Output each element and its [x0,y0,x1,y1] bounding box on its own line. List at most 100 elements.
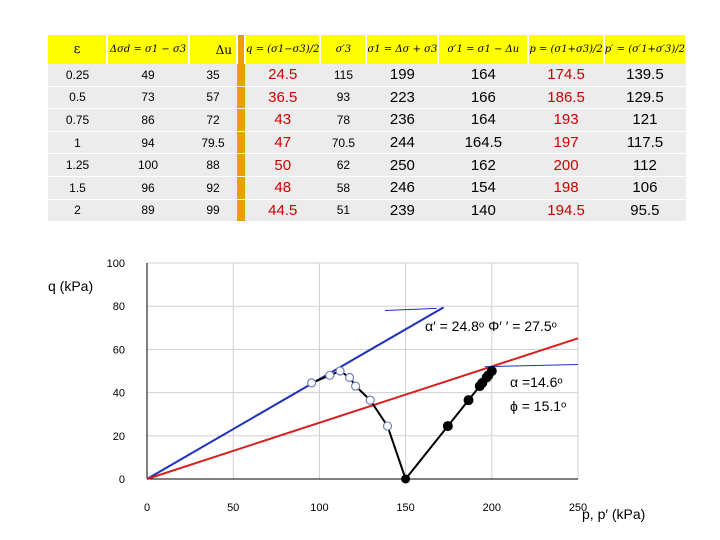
table-row: 1.5 96 92 48 58 246 154 198 106 [48,176,687,200]
effective-data-point [365,395,375,405]
header-sigma3-eff: σ′3 [320,35,368,64]
total-data-point [442,421,453,432]
separator [237,35,246,64]
table-cell: 95.5 [603,199,687,223]
table-cell: 44.5 [245,199,321,223]
separator [237,86,245,110]
table-cell: 2 [48,199,107,223]
header-p: p = (σ1+σ3)/2 [528,35,605,64]
table-cell: 140 [438,199,529,223]
table-cell: 0.25 [48,64,107,87]
table-cell: 186.5 [528,86,604,110]
header-sigma1-eff: σ′1 = σ1 − Δu [438,35,530,64]
table-header-row: ε Δσd = σ1 − σ3 Δu q = (σ1−σ3)/2 σ′3 σ1 … [48,35,688,64]
table-cell: 200 [528,153,604,177]
table-row: 0.75 86 72 43 78 236 164 193 121 [48,108,687,132]
effective-failure-envelope [146,306,445,480]
table-cell: 78 [320,108,367,132]
table-cell: 51 [320,199,367,223]
total-data-point [477,377,488,388]
effective-data-point [335,366,345,376]
y-tick-label: 60 [113,344,125,356]
table-cell: 193 [528,108,604,132]
table-cell: 244 [366,131,439,155]
table-cell: 72 [189,108,237,132]
table-cell: 250 [366,153,439,177]
table-cell: 0.75 [48,108,107,132]
x-axis-label: p, p′ (kPa) [582,506,646,522]
table-cell: 164 [438,108,529,132]
table-cell: 112 [603,153,687,177]
y-tick-label: 100 [107,258,125,270]
table-cell: 162 [438,153,529,177]
table-cell: 62 [320,153,367,177]
table-row: 2 89 99 44.5 51 239 140 194.5 95.5 [48,199,687,223]
y-tick-label: 0 [119,474,125,486]
table-row: 1.25 100 88 50 62 250 162 200 112 [48,153,687,177]
x-tick-label: 150 [396,502,414,514]
separator [237,108,245,132]
header-sigma1: σ1 = Δσ + σ3 [366,35,440,64]
start-data-point [401,474,411,484]
table-cell: 100 [107,153,189,177]
effective-data-point [351,381,361,391]
effective-data-point [307,378,317,388]
table-cell: 57 [189,86,237,110]
effective-data-point [382,421,393,431]
total-phi-annotation: ϕ = 15.1ᵒ [510,398,567,414]
table-cell: 106 [603,176,687,200]
y-tick-label: 40 [113,388,125,400]
separator [237,199,245,223]
header-deviator-stress: Δσd = σ1 − σ3 [107,35,190,64]
x-tick-label: 100 [310,502,328,514]
table-cell: 115 [320,64,367,87]
table-cell: 92 [189,176,237,200]
table-cell: 223 [366,86,439,110]
table-row: 0.25 49 35 24.5 115 199 164 174.5 139.5 [48,64,687,87]
table-cell: 166 [438,86,529,110]
table-cell: 70.5 [320,131,367,155]
table-cell: 199 [366,64,439,87]
separator [237,131,245,155]
table-cell: 164 [438,64,529,87]
table-cell: 24.5 [245,64,321,87]
table-cell: 50 [245,153,321,177]
x-tick-label: 200 [483,502,501,514]
y-tick-label: 20 [113,431,125,443]
table-cell: 194.5 [528,199,604,223]
table-cell: 129.5 [603,86,687,110]
x-tick-label: 50 [227,502,239,514]
table-cell: 236 [366,108,439,132]
table-cell: 99 [189,199,237,223]
header-q: q = (σ1−σ3)/2 [245,35,322,64]
table-cell: 154 [438,176,529,200]
table-cell: 89 [107,199,189,223]
effective-leader-line [384,307,437,312]
x-tick-label: 0 [144,502,150,514]
total-failure-envelope [146,337,579,480]
total-alpha-annotation: α =14.6ᵒ [510,374,563,390]
table-cell: 47 [245,131,321,155]
total-leader-line [484,364,579,368]
data-table: ε Δσd = σ1 − σ3 Δu q = (σ1−σ3)/2 σ′3 σ1 … [48,35,688,223]
table-cell: 164.5 [438,131,529,155]
header-strain: ε [48,35,108,64]
table-cell: 1.5 [48,176,107,200]
table-cell: 96 [107,176,189,200]
table-cell: 139.5 [603,64,687,87]
table-cell: 246 [366,176,439,200]
table-cell: 58 [320,176,367,200]
table-cell: 121 [603,108,687,132]
table-cell: 1.25 [48,153,107,177]
effective-data-point [344,372,355,383]
separator [237,64,245,87]
table-cell: 198 [528,176,604,200]
table-cell: 0.5 [48,86,107,110]
table-cell: 73 [107,86,189,110]
table-cell: 1 [48,131,107,155]
table-cell: 117.5 [603,131,687,155]
total-data-point [463,395,474,406]
effective-data-point [325,370,335,380]
total-data-point [483,370,494,381]
